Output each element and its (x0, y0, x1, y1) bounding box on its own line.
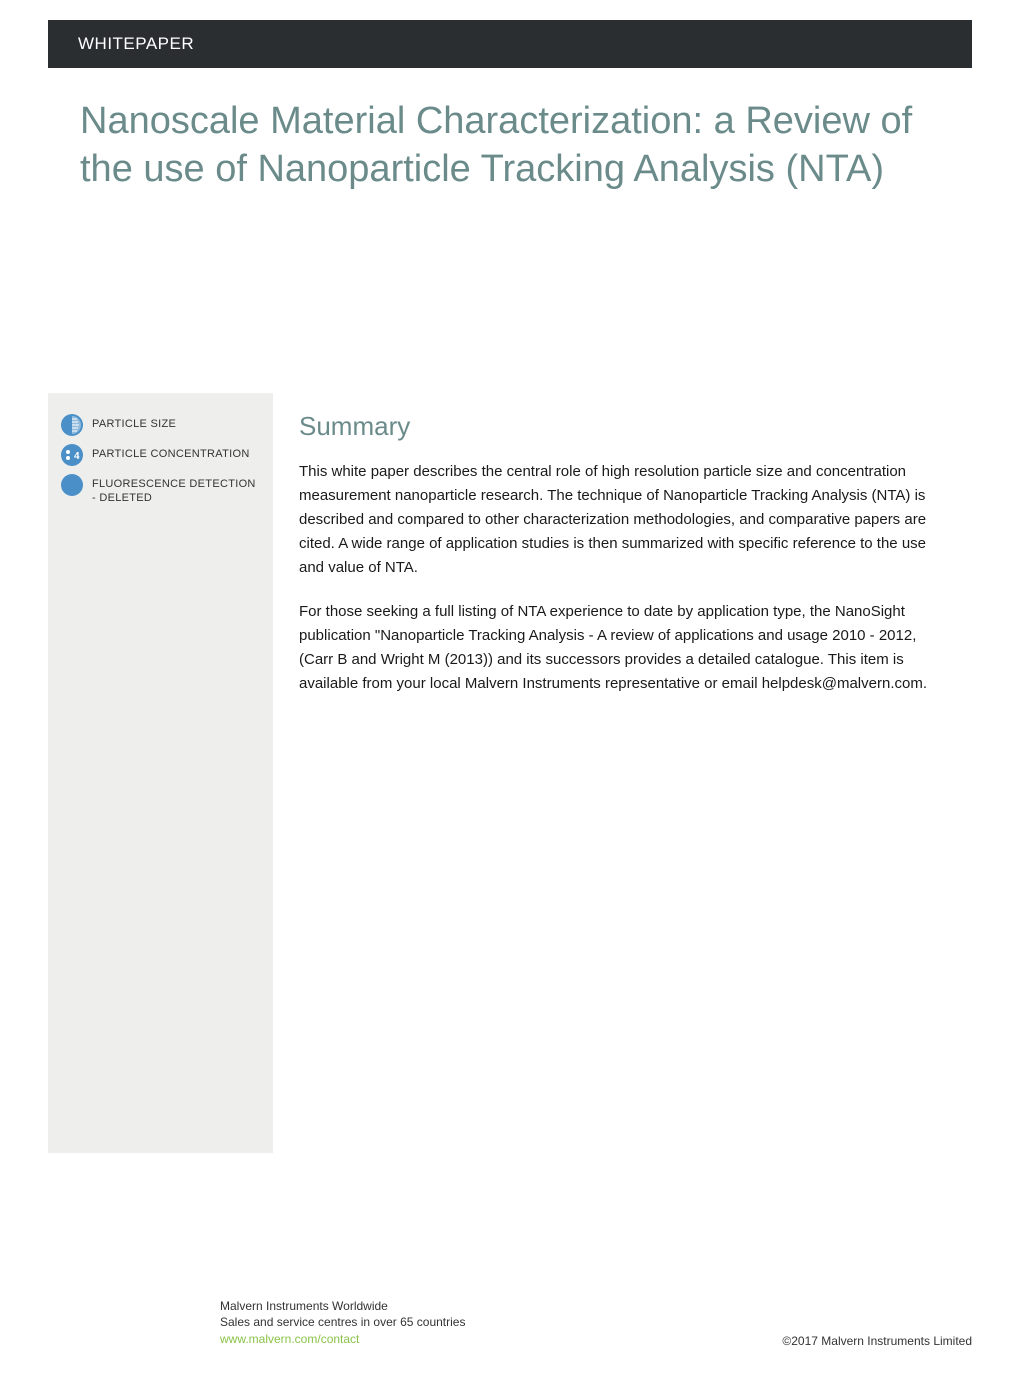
footer-left: Malvern Instruments Worldwide Sales and … (220, 1298, 465, 1348)
particle-size-icon (60, 413, 84, 437)
footer-link[interactable]: www.malvern.com/contact (220, 1331, 465, 1348)
page-title: Nanoscale Material Characterization: a R… (0, 68, 1020, 193)
footer-tagline: Sales and service centres in over 65 cou… (220, 1314, 465, 1331)
sidebar-item-label: PARTICLE SIZE (92, 413, 176, 431)
sidebar-item-label: FLUORESCENCE DETECTION - DELETED (92, 473, 261, 506)
fluorescence-icon (60, 473, 84, 497)
sidebar-item-particle-size: PARTICLE SIZE (60, 413, 261, 437)
footer-company: Malvern Instruments Worldwide (220, 1298, 465, 1315)
summary-heading: Summary (299, 411, 942, 442)
summary-paragraph: This white paper describes the central r… (299, 460, 942, 580)
particle-concentration-icon: 4 (60, 443, 84, 467)
header-bar: WHITEPAPER (48, 20, 972, 68)
sidebar-item-label: PARTICLE CONCENTRATION (92, 443, 250, 461)
summary-paragraph: For those seeking a full listing of NTA … (299, 600, 942, 696)
footer-copyright: ©2017 Malvern Instruments Limited (782, 1334, 972, 1348)
svg-text:4: 4 (74, 451, 80, 462)
sidebar-item-particle-concentration: 4 PARTICLE CONCENTRATION (60, 443, 261, 467)
header-label: WHITEPAPER (78, 34, 194, 53)
sidebar-item-fluorescence: FLUORESCENCE DETECTION - DELETED (60, 473, 261, 506)
sidebar: PARTICLE SIZE 4 PARTICLE CONCENTRATION F… (48, 393, 273, 1153)
footer: Malvern Instruments Worldwide Sales and … (220, 1298, 972, 1348)
content-area: PARTICLE SIZE 4 PARTICLE CONCENTRATION F… (0, 393, 1020, 1153)
main-content: Summary This white paper describes the c… (273, 393, 972, 1153)
